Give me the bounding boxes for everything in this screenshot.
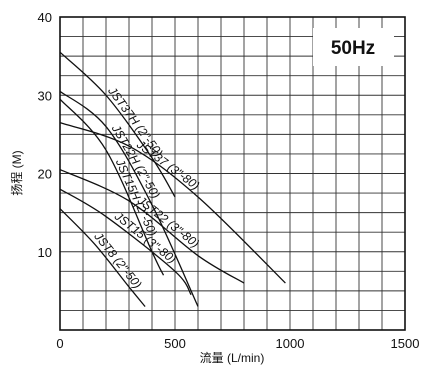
series-line bbox=[59, 122, 286, 284]
y-tick-label: 40 bbox=[38, 10, 52, 25]
pump-curves bbox=[59, 51, 286, 307]
x-tick-label: 500 bbox=[164, 336, 186, 351]
y-tick-label: 30 bbox=[38, 88, 52, 103]
frequency-badge-box bbox=[313, 28, 394, 66]
grid bbox=[60, 17, 405, 330]
series-line bbox=[59, 168, 245, 284]
tick-labels: 0 500 1000 1500 10 20 30 40 bbox=[38, 10, 420, 351]
y-axis-title: 扬程 (M) bbox=[9, 150, 24, 195]
frequency-badge: 50Hz bbox=[331, 38, 375, 59]
x-tick-label: 0 bbox=[56, 336, 63, 351]
series-line bbox=[59, 90, 199, 307]
x-tick-label: 1000 bbox=[276, 336, 305, 351]
x-tick-label: 1500 bbox=[391, 336, 420, 351]
series-line bbox=[59, 51, 176, 198]
series-line bbox=[59, 98, 165, 276]
series-line bbox=[59, 208, 146, 307]
plot-frame bbox=[59, 16, 406, 331]
y-tick-label: 10 bbox=[38, 245, 52, 260]
series-line bbox=[59, 188, 192, 296]
y-tick-label: 20 bbox=[38, 167, 52, 182]
x-axis-title: 流量 (L/min) bbox=[200, 351, 265, 365]
